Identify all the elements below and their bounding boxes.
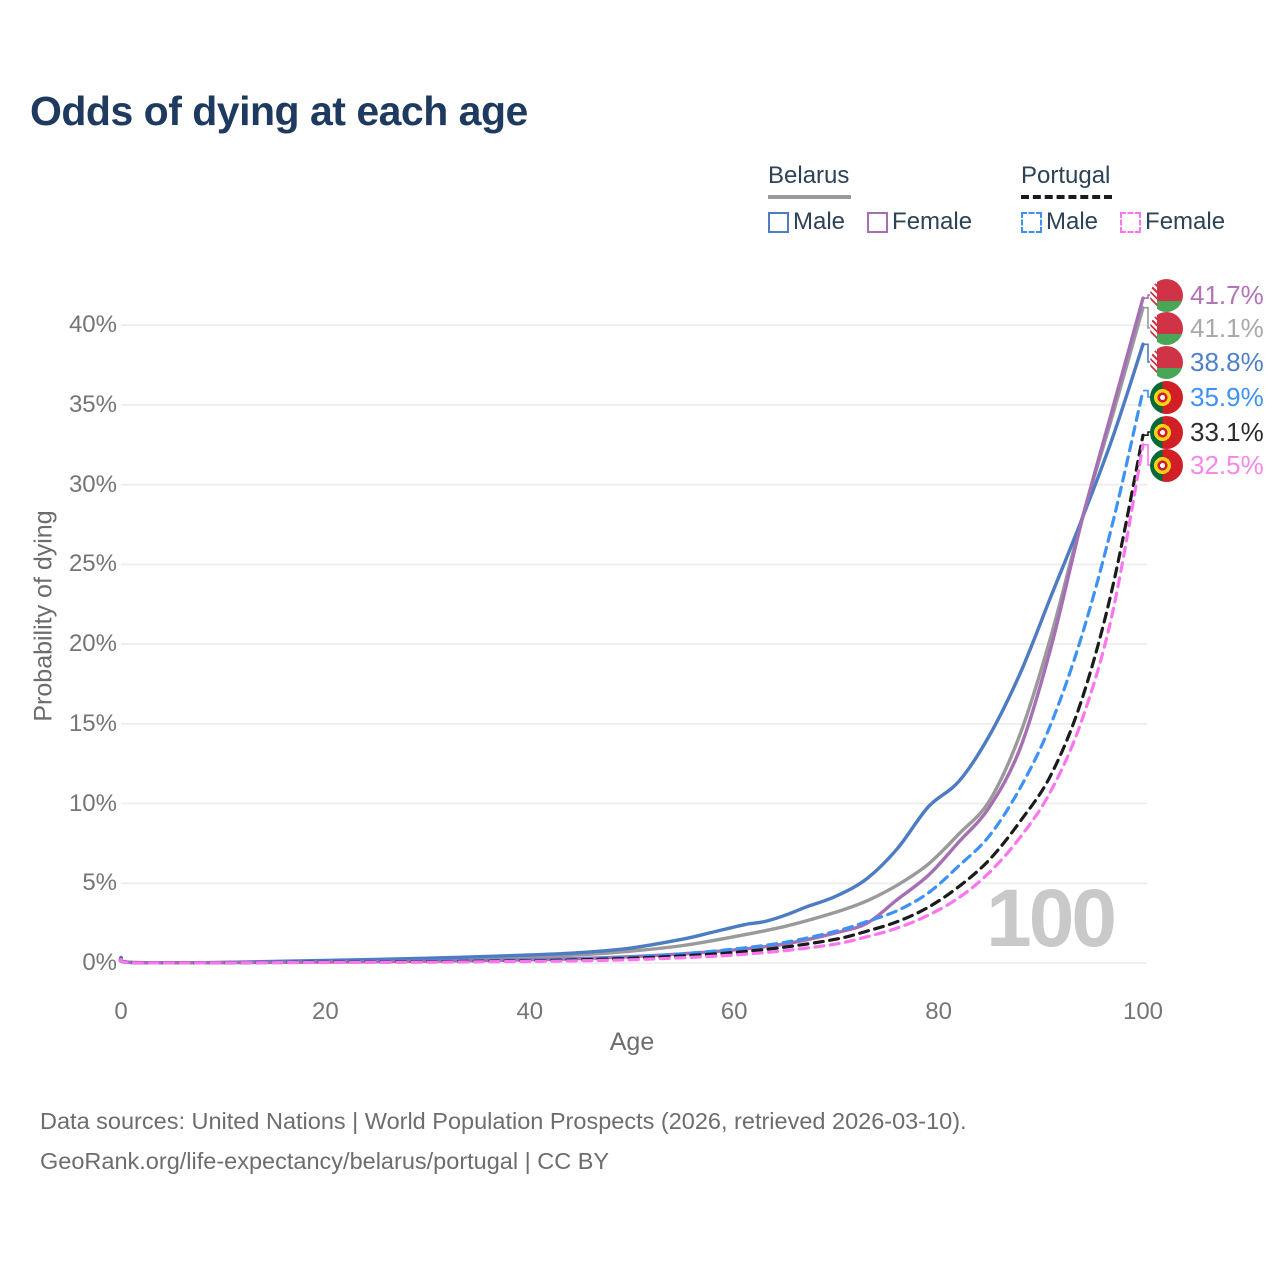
end-label-belarus-male: 38.8% xyxy=(1150,345,1264,379)
belarus-flag-icon xyxy=(1150,311,1183,345)
y-tick-label: 5% xyxy=(82,869,117,897)
legend-item-label: Male xyxy=(1046,208,1099,235)
page-title: Odds of dying at each age xyxy=(30,88,528,134)
legend-item-belarus-female[interactable]: Female xyxy=(867,208,972,236)
x-tick-label: 60 xyxy=(720,998,748,1025)
leader-line-portugal-both xyxy=(1143,431,1151,436)
end-label-value: 41.7% xyxy=(1190,279,1264,310)
leader-line-belarus-female xyxy=(1143,294,1151,299)
y-tick-label: 0% xyxy=(82,949,117,976)
y-tick-label: 15% xyxy=(68,709,117,737)
end-label-portugal-male: 35.9% xyxy=(1150,380,1264,414)
belarus-female-swatch-icon xyxy=(867,211,889,233)
legend-country-portugal[interactable]: Portugal xyxy=(1021,162,1113,199)
portugal-flag-icon xyxy=(1150,415,1183,449)
legend-group-belarus: Belarus Male Female xyxy=(768,162,972,236)
series-line-portugal-both xyxy=(118,433,1145,965)
belarus-flag-icon xyxy=(1150,345,1183,379)
y-tick-label: 20% xyxy=(68,630,117,658)
x-axis-title: Age xyxy=(609,1028,655,1056)
legend-item-belarus-male[interactable]: Male xyxy=(768,208,845,236)
y-tick-label: 35% xyxy=(68,390,117,418)
x-tick-label: 0 xyxy=(114,998,128,1025)
leader-line-belarus-both xyxy=(1143,306,1151,329)
x-tick-label: 40 xyxy=(516,998,544,1025)
belarus-flag-icon xyxy=(1150,278,1183,312)
end-label-portugal-both: 33.1% xyxy=(1150,415,1264,449)
y-tick-label: 40% xyxy=(68,311,117,339)
x-tick-label: 20 xyxy=(312,998,339,1025)
end-label-value: 38.8% xyxy=(1190,346,1264,377)
age-indicator-watermark: 100 xyxy=(986,873,1117,964)
end-label-portugal-female: 32.5% xyxy=(1150,448,1264,482)
series-line-portugal-female xyxy=(118,443,1145,965)
series-line-belarus-both xyxy=(118,306,1145,965)
legend-item-label: Female xyxy=(1145,208,1226,235)
leader-line-portugal-male xyxy=(1143,389,1151,398)
end-label-belarus-female: 41.7% xyxy=(1150,278,1264,312)
legend-item-label: Male xyxy=(793,208,846,235)
y-tick-label: 25% xyxy=(68,550,117,578)
series-line-belarus-male xyxy=(118,342,1145,965)
attribution-line: GeoRank.org/life-expectancy/belarus/port… xyxy=(40,1148,610,1174)
y-axis-title: Probability of dying xyxy=(29,510,58,722)
end-label-value: 41.1% xyxy=(1190,312,1264,343)
end-label-value: 35.9% xyxy=(1190,381,1264,412)
leader-line-portugal-female xyxy=(1143,444,1151,466)
legend-item-label: Female xyxy=(892,208,973,235)
legend-item-portugal-male[interactable]: Male xyxy=(1021,208,1098,236)
leader-line-belarus-male xyxy=(1143,343,1151,363)
portugal-male-swatch-icon xyxy=(1021,211,1042,233)
end-label-belarus-both: 41.1% xyxy=(1150,311,1264,345)
legend-country-belarus[interactable]: Belarus xyxy=(768,162,852,199)
portugal-female-swatch-icon xyxy=(1120,211,1142,233)
series-line-portugal-male xyxy=(118,389,1145,965)
y-tick-label: 10% xyxy=(68,789,117,817)
y-tick-label: 30% xyxy=(68,470,117,498)
x-tick-label: 80 xyxy=(925,998,952,1025)
series-line-belarus-female xyxy=(118,296,1145,965)
legend-item-portugal-female[interactable]: Female xyxy=(1120,208,1225,236)
data-source-line: Data sources: United Nations | World Pop… xyxy=(40,1108,967,1134)
portugal-flag-icon xyxy=(1150,380,1183,414)
end-label-value: 33.1% xyxy=(1190,416,1264,447)
x-tick-label: 100 xyxy=(1122,998,1164,1025)
legend-group-portugal: Portugal Male Female xyxy=(1021,162,1225,236)
portugal-flag-icon xyxy=(1150,448,1183,482)
belarus-male-swatch-icon xyxy=(768,211,789,233)
end-label-value: 32.5% xyxy=(1190,449,1264,480)
